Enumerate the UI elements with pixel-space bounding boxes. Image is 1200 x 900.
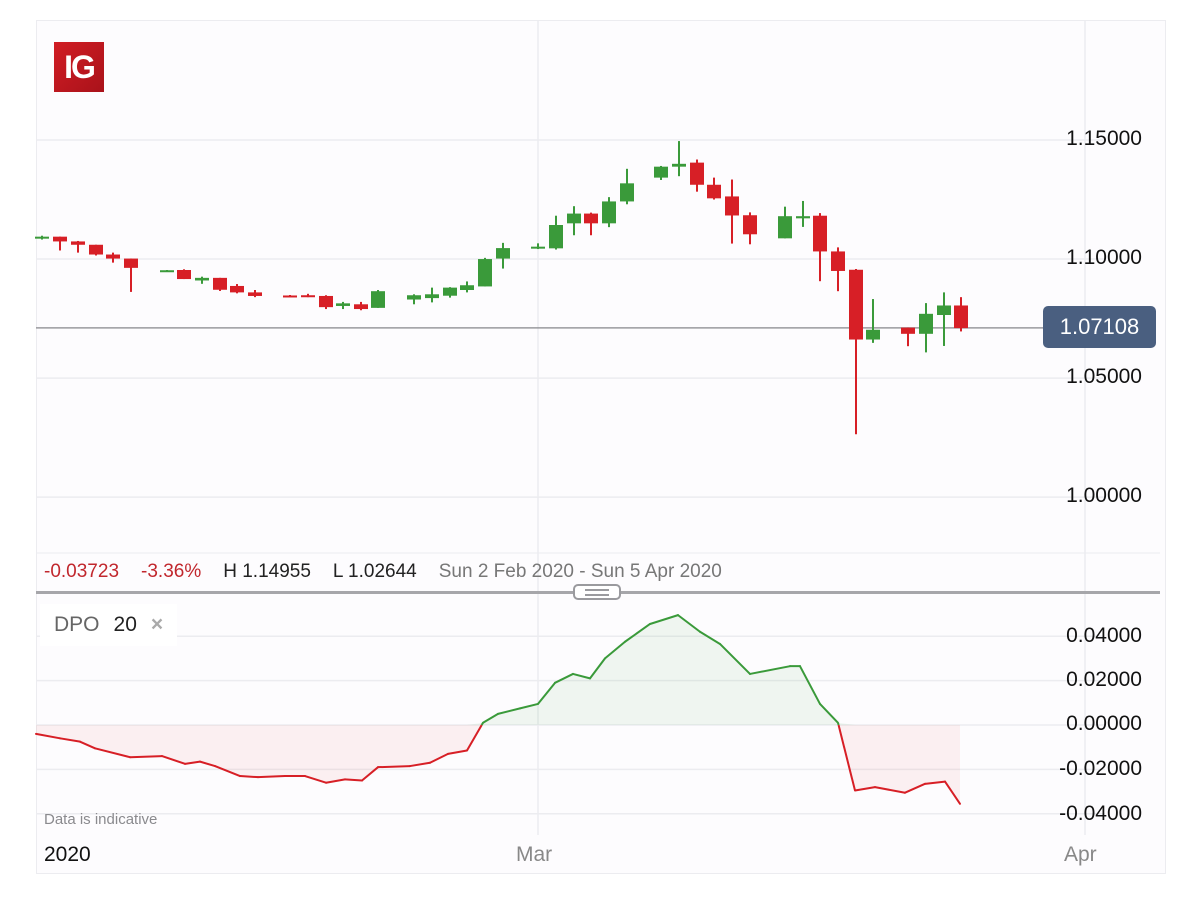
dpo-axis-label: 0.02000 — [1066, 668, 1142, 691]
last-price-badge: 1.07108 — [1043, 306, 1156, 348]
ig-logo: IG — [54, 42, 104, 92]
indicator-period[interactable]: 20 — [113, 613, 137, 636]
x-axis-label-year: 2020 — [44, 843, 91, 866]
dpo-axis-label: -0.04000 — [1059, 802, 1142, 825]
remove-indicator-icon[interactable]: × — [150, 613, 164, 636]
price-low: L 1.02644 — [332, 561, 417, 582]
dpo-axis-label: 0.00000 — [1066, 712, 1142, 735]
price-stats-bar: -0.03723 -3.36% H 1.14955 L 1.02644 Sun … — [44, 561, 744, 583]
price-axis-label: 1.00000 — [1066, 484, 1142, 507]
x-axis-label-mar: Mar — [516, 843, 553, 866]
dpo-axis-label: -0.02000 — [1059, 757, 1142, 780]
grip-line-icon — [585, 593, 609, 596]
resize-handle[interactable] — [573, 584, 621, 600]
price-change: -0.03723 — [44, 561, 120, 582]
dpo-axis-label: 0.04000 — [1066, 624, 1142, 647]
indicator-legend: DPO 20 × — [40, 604, 178, 646]
price-change-percent: -3.36% — [141, 561, 202, 582]
grip-line-icon — [585, 588, 609, 591]
chart-frame — [36, 20, 1166, 874]
price-axis-label: 1.15000 — [1066, 127, 1142, 150]
data-disclaimer: Data is indicative — [44, 811, 158, 828]
indicator-name: DPO — [54, 613, 100, 636]
price-high: H 1.14955 — [223, 561, 311, 582]
date-range: Sun 2 Feb 2020 - Sun 5 Apr 2020 — [438, 561, 722, 582]
x-axis-label-apr: Apr — [1064, 843, 1097, 866]
price-axis-label: 1.05000 — [1066, 365, 1142, 388]
price-axis-label: 1.10000 — [1066, 246, 1142, 269]
